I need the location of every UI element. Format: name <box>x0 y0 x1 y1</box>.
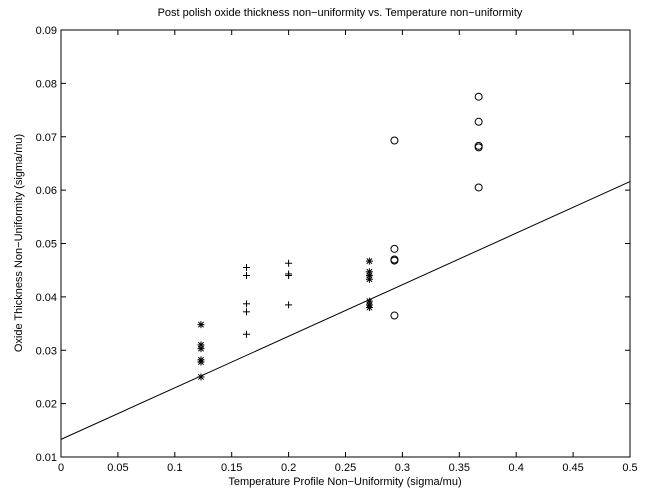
plus-marker <box>285 272 293 280</box>
circle-marker <box>390 244 399 253</box>
plus-marker <box>242 264 250 272</box>
x-tick-label: 0.3 <box>395 462 410 474</box>
y-tick-label: 0.09 <box>36 25 57 37</box>
y-tick-label: 0.04 <box>36 292 57 304</box>
fit-line <box>60 181 631 440</box>
asterisk-marker <box>197 373 205 381</box>
y-tick-label: 0.01 <box>36 452 57 464</box>
x-axis-label: Temperature Profile Non−Uniformity (sigm… <box>228 476 461 488</box>
x-tick-label: 0.25 <box>335 462 356 474</box>
circle-marker <box>390 256 399 265</box>
plus-marker <box>285 259 293 267</box>
fit-line-group <box>60 181 631 440</box>
x-tick-label: 0.15 <box>221 462 242 474</box>
y-axis: 0.01 0.02 0.03 0.04 0.05 0.06 0.07 0.08 0.09 <box>36 25 630 464</box>
y-tick-label: 0.03 <box>36 345 57 357</box>
asterisk-marker <box>197 345 205 353</box>
asterisk-marker <box>365 275 373 283</box>
circle-marker <box>390 136 399 145</box>
x-axis: 0 0.05 0.1 0.15 0.2 0.25 0.3 0.35 0.4 0.45 0.5 <box>58 30 638 474</box>
plus-marker <box>242 272 250 280</box>
plot-area <box>60 29 631 458</box>
data-points <box>197 92 483 381</box>
plus-marker <box>242 308 250 316</box>
circle-marker <box>474 141 483 150</box>
x-tick-label: 0.35 <box>449 462 470 474</box>
circle-marker <box>474 143 483 152</box>
x-tick-label: 0.45 <box>562 462 583 474</box>
x-tick-label: 0.4 <box>509 462 524 474</box>
plus-marker <box>285 301 293 309</box>
y-tick-label: 0.08 <box>36 78 57 90</box>
plus-marker <box>242 330 250 338</box>
plus-marker <box>242 300 250 308</box>
asterisk-marker <box>197 358 205 366</box>
y-tick-label: 0.05 <box>36 239 57 251</box>
x-tick-label: 0.1 <box>167 462 182 474</box>
y-tick-label: 0.02 <box>36 399 57 411</box>
y-tick-label: 0.07 <box>36 132 57 144</box>
x-tick-label: 0.05 <box>107 462 128 474</box>
asterisk-marker <box>197 321 205 329</box>
circle-marker <box>474 92 483 101</box>
x-tick-label: 0.5 <box>622 462 637 474</box>
y-axis-label: Oxide Thickness Non−Uniformity (sigma/mu… <box>13 134 25 352</box>
circle-marker <box>390 311 399 320</box>
circle-marker <box>474 183 483 192</box>
x-tick-label: 0 <box>58 462 64 474</box>
asterisk-marker <box>365 304 373 312</box>
circle-marker <box>474 117 483 126</box>
asterisk-marker <box>365 257 373 265</box>
x-tick-label: 0.2 <box>281 462 296 474</box>
y-tick-label: 0.06 <box>36 185 57 197</box>
chart-title: Post polish oxide thickness non−uniformi… <box>158 7 523 19</box>
